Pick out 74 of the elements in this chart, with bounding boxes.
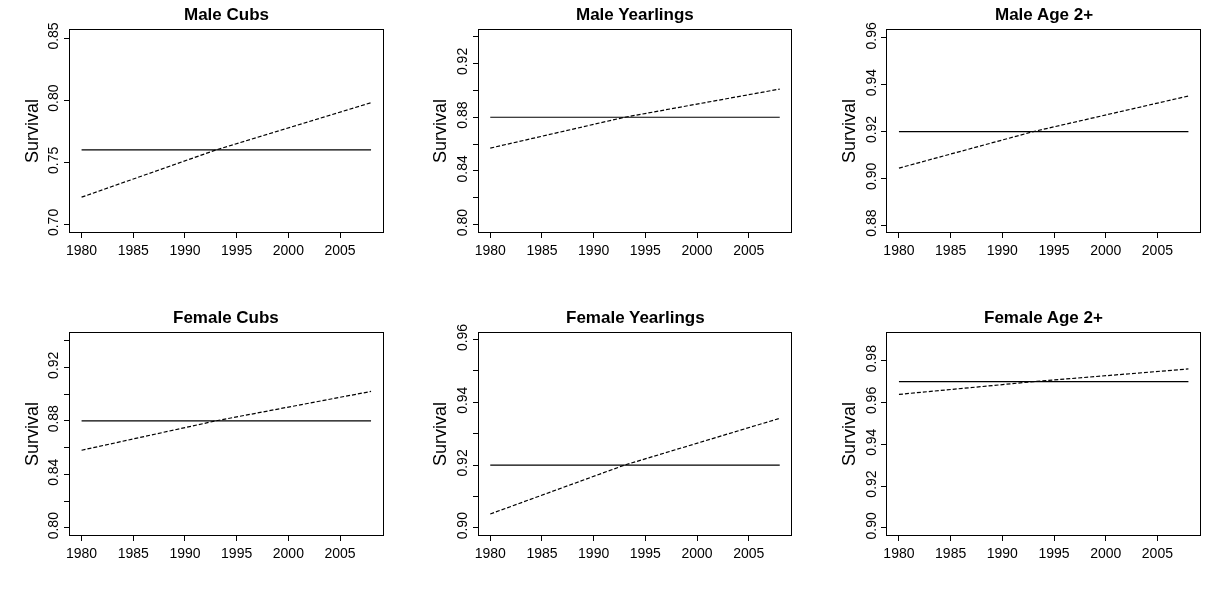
y-tick-label: 0.84 — [454, 154, 471, 183]
x-tick-label: 1990 — [578, 241, 610, 258]
chart-title: Female Yearlings — [566, 308, 705, 327]
y-tick-label: 0.70 — [45, 208, 62, 237]
chart-title: Male Age 2+ — [995, 5, 1094, 24]
y-tick-label: 0.92 — [862, 470, 879, 498]
y-tick-label: 0.90 — [454, 511, 471, 540]
y-tick-label: 0.98 — [862, 344, 879, 373]
y-tick-label: 0.96 — [454, 323, 471, 352]
x-tick-label: 1995 — [221, 544, 253, 561]
chart-title: Female Age 2+ — [984, 308, 1103, 327]
x-tick-label: 2005 — [733, 241, 765, 258]
y-tick-label: 0.96 — [862, 386, 879, 415]
x-tick-label: 1995 — [1038, 241, 1070, 258]
x-tick-label: 2000 — [1090, 544, 1122, 561]
x-tick-label: 1995 — [1038, 544, 1070, 561]
x-tick-label: 2000 — [272, 241, 305, 258]
x-tick-label: 2005 — [324, 544, 356, 561]
chart-title: Male Yearlings — [576, 5, 694, 24]
x-tick-label: 1980 — [883, 241, 915, 258]
y-tick-label: 0.88 — [454, 101, 471, 129]
y-tick-label: 0.84 — [45, 458, 62, 486]
x-tick-label: 1985 — [526, 241, 558, 258]
x-tick-label: 1980 — [883, 544, 915, 561]
x-tick-label: 1990 — [169, 241, 201, 258]
x-tick-label: 1990 — [169, 544, 201, 561]
x-tick-label: 1980 — [474, 544, 507, 561]
y-tick-label: 0.94 — [862, 68, 879, 97]
y-axis-title: Survival — [838, 401, 859, 467]
y-tick-label: 0.90 — [862, 511, 879, 540]
x-tick-label: 2000 — [272, 544, 305, 561]
x-tick-label: 1990 — [986, 544, 1019, 561]
y-tick-label: 0.92 — [454, 449, 471, 477]
x-tick-label: 1995 — [629, 544, 662, 561]
y-axis-title: Survival — [838, 98, 859, 164]
x-tick-label: 2005 — [1141, 241, 1174, 258]
x-tick-label: 1980 — [66, 241, 98, 258]
y-tick-label: 0.92 — [862, 115, 879, 144]
y-tick-label: 0.80 — [45, 511, 62, 540]
x-tick-label: 1980 — [66, 544, 98, 561]
y-tick-label: 0.92 — [454, 47, 471, 76]
y-axis-title: Survival — [21, 401, 42, 467]
y-tick-label: 0.85 — [45, 22, 62, 50]
x-tick-label: 2000 — [1090, 241, 1122, 258]
y-axis-title: Survival — [430, 401, 451, 467]
y-tick-label: 0.80 — [45, 84, 62, 112]
y-tick-label: 0.75 — [45, 146, 62, 174]
x-tick-label: 1980 — [474, 241, 507, 258]
y-tick-label: 0.96 — [862, 22, 879, 50]
chart-title: Male Cubs — [184, 5, 270, 24]
y-axis-title: Survival — [21, 98, 42, 164]
x-tick-label: 2005 — [1141, 544, 1174, 561]
x-tick-label: 1985 — [117, 241, 150, 258]
x-tick-label: 2005 — [324, 241, 356, 258]
x-tick-label: 1985 — [935, 241, 967, 258]
y-tick-label: 0.88 — [862, 209, 879, 237]
y-tick-label: 0.88 — [45, 404, 62, 433]
x-tick-label: 2000 — [681, 241, 713, 258]
y-tick-label: 0.80 — [454, 208, 471, 237]
x-tick-label: 1990 — [986, 241, 1019, 258]
x-tick-label: 1990 — [578, 544, 610, 561]
x-tick-label: 1985 — [935, 544, 967, 561]
chart-title: Female Cubs — [173, 308, 279, 327]
x-tick-label: 1995 — [221, 241, 253, 258]
y-axis-title: Survival — [430, 98, 451, 164]
y-tick-label: 0.90 — [862, 162, 879, 190]
x-tick-label: 1985 — [117, 544, 150, 561]
x-tick-label: 2005 — [733, 544, 765, 561]
x-tick-label: 1985 — [526, 544, 558, 561]
y-tick-label: 0.92 — [45, 351, 62, 379]
x-tick-label: 2000 — [681, 544, 713, 561]
x-tick-label: 1995 — [629, 241, 662, 258]
y-tick-label: 0.94 — [862, 428, 879, 456]
y-tick-label: 0.94 — [454, 386, 471, 414]
